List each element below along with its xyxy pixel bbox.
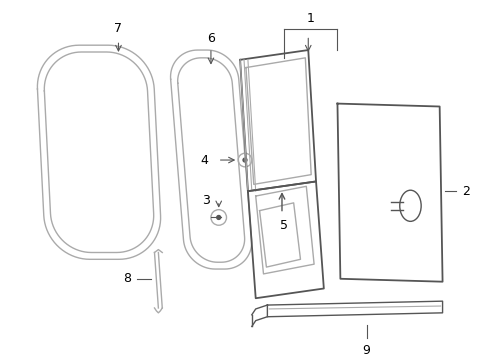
Text: 5: 5 xyxy=(280,219,288,232)
Circle shape xyxy=(243,158,247,162)
Text: 3: 3 xyxy=(202,194,210,207)
Text: 9: 9 xyxy=(363,344,370,357)
Text: 6: 6 xyxy=(207,32,215,45)
Text: 7: 7 xyxy=(115,22,122,35)
Text: 8: 8 xyxy=(123,272,131,285)
Text: 2: 2 xyxy=(462,185,470,198)
Text: 4: 4 xyxy=(200,153,208,167)
Circle shape xyxy=(217,216,221,219)
Text: 1: 1 xyxy=(306,12,314,26)
